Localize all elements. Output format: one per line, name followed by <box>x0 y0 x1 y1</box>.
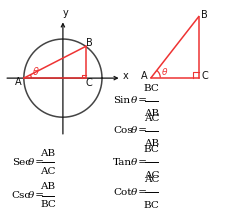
Text: C: C <box>85 78 92 88</box>
Text: =: = <box>32 191 44 200</box>
Text: x: x <box>123 71 128 81</box>
Text: θ: θ <box>33 67 39 77</box>
Text: A: A <box>15 77 21 87</box>
Text: =: = <box>32 158 44 167</box>
Text: =: = <box>135 126 147 135</box>
Text: BC: BC <box>144 145 160 154</box>
Text: BC: BC <box>144 84 160 93</box>
Text: θ: θ <box>130 188 137 197</box>
Text: Csc: Csc <box>12 191 31 200</box>
Text: AC: AC <box>144 175 159 184</box>
Text: BC: BC <box>144 201 160 210</box>
Text: θ: θ <box>130 126 137 135</box>
Text: =: = <box>135 188 147 197</box>
Text: AB: AB <box>40 182 55 191</box>
Text: y: y <box>62 8 68 18</box>
Text: C: C <box>202 71 208 81</box>
Text: Sin: Sin <box>113 96 130 105</box>
Text: =: = <box>135 158 147 167</box>
Text: =: = <box>135 96 147 105</box>
Text: θ: θ <box>28 158 34 167</box>
Text: Cot: Cot <box>113 188 132 197</box>
Text: B: B <box>86 38 93 48</box>
Text: A: A <box>140 71 147 81</box>
Text: AB: AB <box>144 139 159 148</box>
Text: θ: θ <box>130 96 137 105</box>
Text: Cos: Cos <box>113 126 133 135</box>
Text: θ: θ <box>130 158 137 167</box>
Text: Sec: Sec <box>12 158 31 167</box>
Text: AB: AB <box>40 149 55 158</box>
Text: AC: AC <box>144 114 159 123</box>
Text: Tan: Tan <box>113 158 132 167</box>
Text: BC: BC <box>40 200 56 209</box>
Text: θ: θ <box>28 191 34 200</box>
Text: θ: θ <box>162 67 168 77</box>
Text: B: B <box>202 10 208 20</box>
Text: AC: AC <box>144 171 159 179</box>
Text: AB: AB <box>144 109 159 118</box>
Text: AC: AC <box>40 167 56 176</box>
